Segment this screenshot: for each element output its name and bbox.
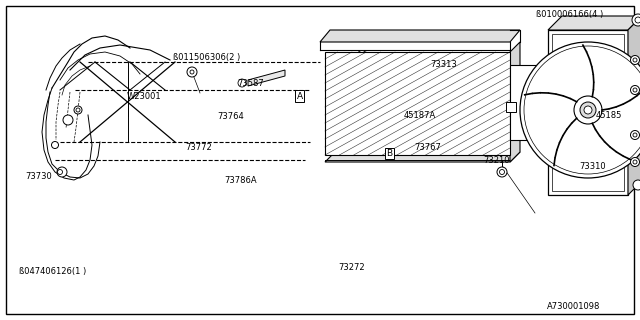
Text: 73764: 73764 [218, 112, 244, 121]
Text: 73730: 73730 [26, 172, 52, 180]
Bar [510, 65, 550, 140]
Text: W23001: W23001 [127, 92, 161, 100]
Bar [548, 30, 628, 195]
Circle shape [187, 67, 197, 77]
Text: A: A [296, 92, 303, 100]
Text: B: B [386, 149, 392, 158]
Polygon shape [320, 30, 520, 42]
Text: 73767: 73767 [415, 143, 442, 152]
Circle shape [351, 59, 358, 66]
Text: ß011506306(2 ): ß011506306(2 ) [173, 53, 240, 62]
Text: 73210: 73210 [483, 156, 509, 164]
Circle shape [574, 96, 602, 124]
Text: 45187A: 45187A [403, 111, 435, 120]
Polygon shape [248, 70, 285, 86]
Circle shape [57, 167, 67, 177]
Polygon shape [548, 16, 640, 30]
Text: 73587: 73587 [237, 79, 264, 88]
Circle shape [580, 102, 596, 118]
Circle shape [633, 180, 640, 190]
Circle shape [63, 115, 73, 125]
Text: 73313: 73313 [430, 60, 457, 68]
Text: ß047406126(1 ): ß047406126(1 ) [19, 267, 86, 276]
Circle shape [497, 167, 507, 177]
Polygon shape [325, 152, 520, 162]
Circle shape [632, 14, 640, 26]
Circle shape [238, 79, 246, 87]
Text: 45185: 45185 [595, 111, 621, 120]
Polygon shape [510, 42, 520, 162]
Circle shape [343, 63, 353, 73]
Circle shape [51, 141, 58, 148]
Bar [325, 52, 510, 155]
Text: 73772: 73772 [186, 143, 212, 152]
Text: 73786A: 73786A [224, 176, 257, 185]
Circle shape [520, 42, 640, 178]
Text: 73272: 73272 [338, 263, 365, 272]
Text: ß010006166(4 ): ß010006166(4 ) [536, 10, 604, 19]
Circle shape [630, 131, 639, 140]
Circle shape [630, 55, 639, 65]
Circle shape [630, 85, 639, 94]
Polygon shape [628, 16, 640, 195]
Circle shape [358, 51, 367, 60]
Circle shape [584, 106, 592, 114]
Text: 73310: 73310 [579, 162, 606, 171]
Circle shape [630, 157, 639, 166]
Circle shape [74, 106, 82, 114]
Circle shape [626, 98, 634, 106]
Bar [552, 34, 624, 191]
Text: A730001098: A730001098 [547, 302, 600, 311]
Bar [506, 102, 516, 112]
